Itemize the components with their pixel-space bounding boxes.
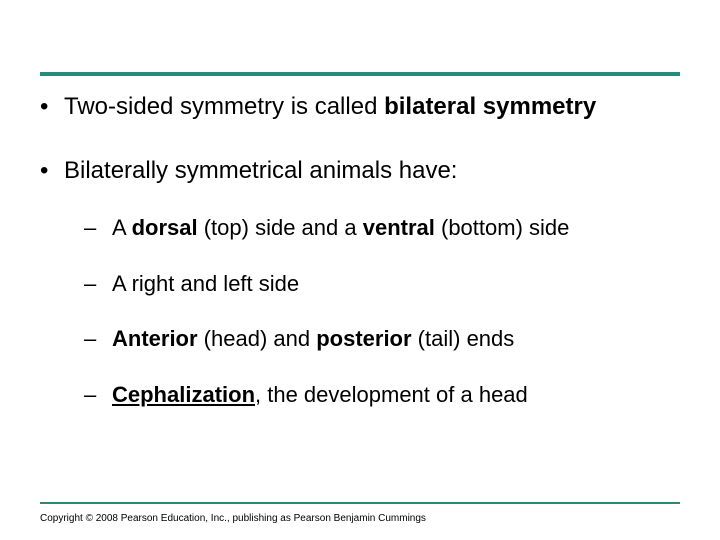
- sub-bullet-1: A dorsal (top) side and a ventral (botto…: [84, 214, 680, 242]
- bullet-2: Bilaterally symmetrical animals have: A …: [40, 156, 680, 408]
- sub1-pre: A: [112, 215, 132, 240]
- sub1-b2: ventral: [363, 215, 435, 240]
- sub-bullet-list: A dorsal (top) side and a ventral (botto…: [64, 214, 680, 408]
- sub1-post: (bottom) side: [435, 215, 570, 240]
- sub3-b2: posterior: [316, 326, 411, 351]
- sub3-mid: (head) and: [198, 326, 317, 351]
- divider-top: [40, 72, 680, 76]
- slide-content: Two-sided symmetry is called bilateral s…: [40, 92, 680, 408]
- sub4-bold-underline: Cephalization: [112, 382, 255, 407]
- sub3-b1: Anterior: [112, 326, 198, 351]
- slide: Two-sided symmetry is called bilateral s…: [0, 0, 720, 540]
- copyright-footer: Copyright © 2008 Pearson Education, Inc.…: [40, 513, 426, 524]
- bullet-list: Two-sided symmetry is called bilateral s…: [40, 92, 680, 408]
- sub1-mid1: (top) side and a: [198, 215, 363, 240]
- sub3-post: (tail) ends: [412, 326, 515, 351]
- bullet-1-text-pre: Two-sided symmetry is called: [64, 93, 384, 120]
- bullet-1-text-bold: bilateral symmetry: [384, 93, 596, 120]
- bullet-2-text: Bilaterally symmetrical animals have:: [64, 157, 457, 184]
- sub-bullet-2: A right and left side: [84, 270, 680, 298]
- bullet-1: Two-sided symmetry is called bilateral s…: [40, 92, 680, 122]
- sub1-b1: dorsal: [132, 215, 198, 240]
- divider-bottom: [40, 502, 680, 504]
- sub2-text: A right and left side: [112, 271, 299, 296]
- sub4-post: , the development of a head: [255, 382, 528, 407]
- sub-bullet-3: Anterior (head) and posterior (tail) end…: [84, 325, 680, 353]
- sub-bullet-4: Cephalization, the development of a head: [84, 381, 680, 409]
